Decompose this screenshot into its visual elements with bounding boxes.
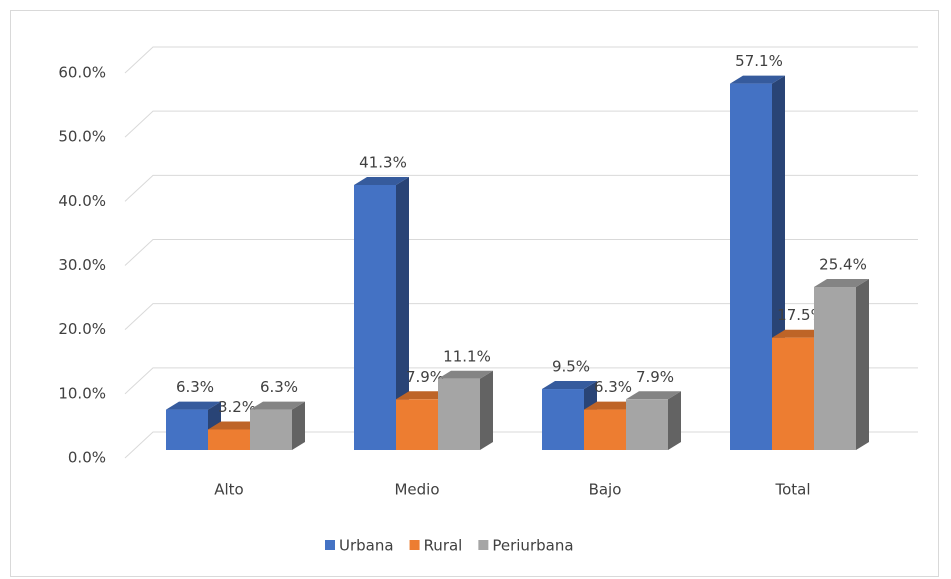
legend-label: Periurbana bbox=[492, 537, 573, 555]
legend-swatch bbox=[478, 540, 489, 550]
y-tick-label: 60.0% bbox=[58, 64, 106, 82]
y-tick-label: 10.0% bbox=[58, 384, 106, 402]
bar-top bbox=[438, 370, 493, 379]
value-label: 25.4% bbox=[819, 256, 867, 274]
value-label: 6.3% bbox=[594, 378, 632, 396]
legend-label: Urbana bbox=[339, 537, 394, 555]
bar bbox=[772, 337, 814, 450]
bar-top bbox=[626, 391, 681, 400]
bar bbox=[584, 409, 626, 450]
bar-top bbox=[814, 279, 869, 288]
grid-line bbox=[124, 239, 918, 266]
value-label: 9.5% bbox=[552, 358, 590, 376]
value-label: 3.2% bbox=[218, 398, 256, 416]
bar-top bbox=[208, 421, 263, 430]
value-label: 6.3% bbox=[260, 378, 298, 396]
grid-line bbox=[124, 174, 918, 202]
legend-swatch bbox=[409, 540, 420, 550]
bar-top bbox=[730, 75, 785, 84]
bar-top bbox=[250, 401, 305, 410]
bar bbox=[438, 378, 480, 450]
bar-side bbox=[292, 401, 305, 450]
bar-top bbox=[772, 329, 827, 338]
x-tick-label: Medio bbox=[394, 481, 439, 499]
bar-top bbox=[396, 391, 451, 400]
x-tick-label: Total bbox=[774, 481, 810, 499]
legend-swatch bbox=[325, 540, 335, 550]
value-label: 6.3% bbox=[176, 378, 214, 396]
bar-side bbox=[396, 176, 409, 450]
y-tick-label: 30.0% bbox=[58, 256, 106, 274]
legend-label: Rural bbox=[424, 537, 463, 555]
x-tick-label: Bajo bbox=[589, 481, 622, 499]
value-label: 11.1% bbox=[443, 347, 491, 365]
bar bbox=[166, 409, 208, 450]
y-tick-label: 40.0% bbox=[58, 192, 106, 210]
bar bbox=[250, 409, 292, 450]
y-tick-label: 20.0% bbox=[58, 320, 106, 338]
bar-top bbox=[542, 381, 597, 390]
grid-line bbox=[124, 46, 918, 74]
bar-side bbox=[856, 279, 869, 450]
y-tick-label: 0.0% bbox=[68, 449, 106, 467]
grid-line bbox=[124, 367, 918, 395]
bar bbox=[354, 184, 396, 450]
value-label: 7.9% bbox=[636, 368, 674, 386]
bar bbox=[626, 399, 668, 450]
value-label: 7.9% bbox=[406, 368, 444, 386]
bar-top bbox=[584, 401, 639, 410]
y-tick-label: 50.0% bbox=[58, 128, 106, 146]
grid-line bbox=[124, 303, 918, 331]
bar bbox=[730, 83, 772, 450]
value-label: 17.5% bbox=[777, 306, 825, 324]
value-label: 41.3% bbox=[359, 153, 407, 171]
bar bbox=[396, 399, 438, 450]
bar-top bbox=[354, 176, 409, 185]
grid-line bbox=[124, 110, 918, 138]
bar-top bbox=[166, 401, 221, 410]
bar-side bbox=[480, 370, 493, 450]
bar bbox=[542, 389, 584, 450]
bar bbox=[814, 287, 856, 450]
bar-side bbox=[668, 391, 681, 450]
x-tick-label: Alto bbox=[214, 481, 244, 499]
bar bbox=[208, 429, 250, 450]
value-label: 57.1% bbox=[735, 52, 783, 70]
